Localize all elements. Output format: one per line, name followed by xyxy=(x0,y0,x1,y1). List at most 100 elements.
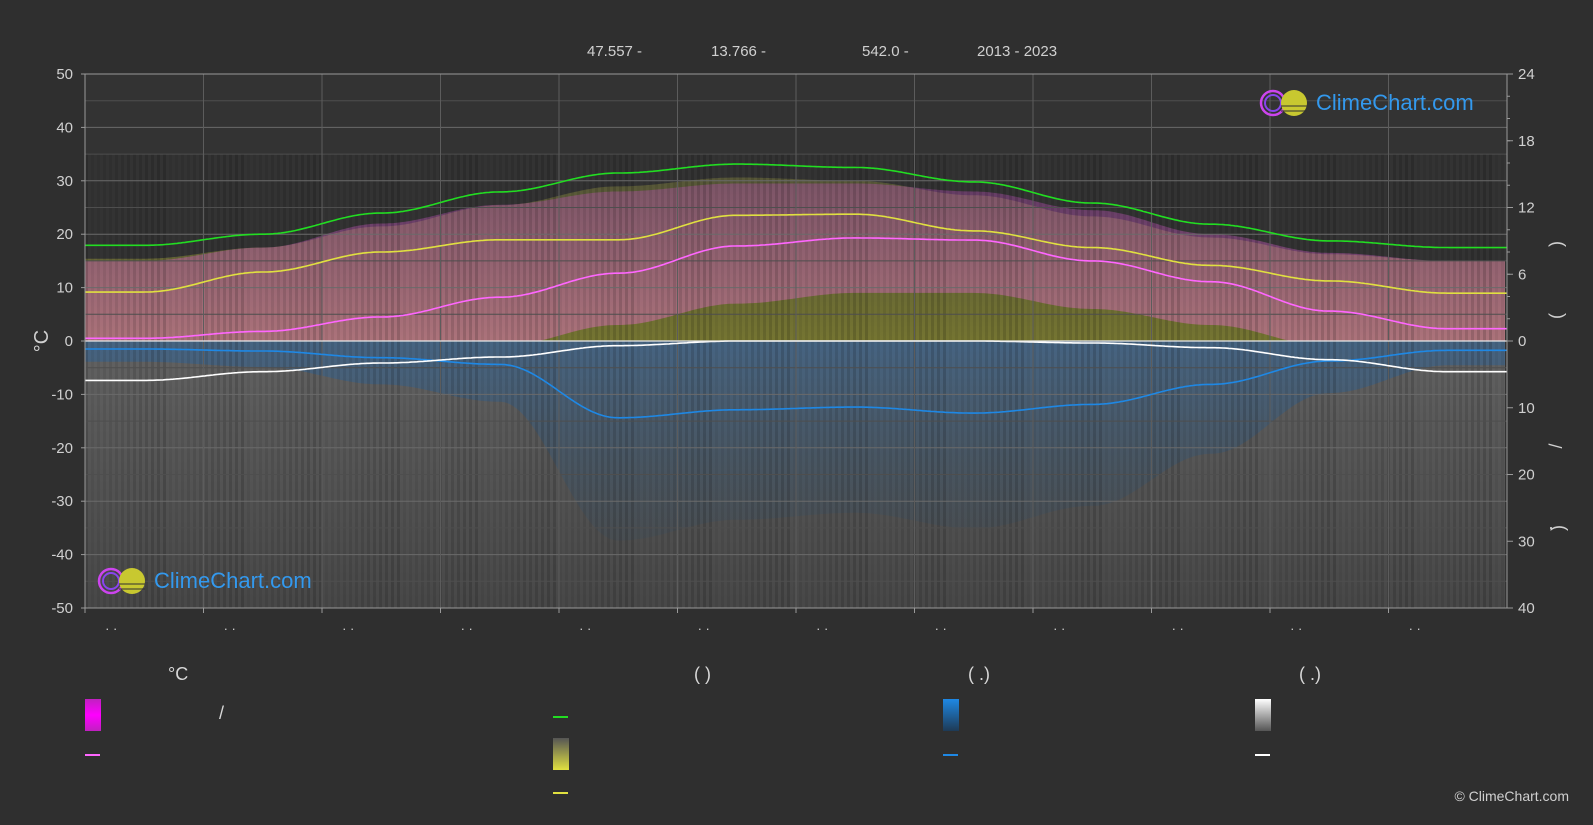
y-tick-label-left: 30 xyxy=(56,173,73,190)
y-tick-label-right-bottom: 10 xyxy=(1518,400,1535,417)
texture-streak xyxy=(1093,154,1096,608)
texture-streak xyxy=(1003,154,1006,608)
y-tick-label-left: 10 xyxy=(56,280,73,297)
x-tick-label: · · xyxy=(935,621,947,636)
texture-streak xyxy=(991,154,994,608)
texture-streak xyxy=(1195,154,1198,608)
texture-streak xyxy=(415,154,418,608)
texture-streak xyxy=(175,154,178,608)
texture-streak xyxy=(1339,154,1342,608)
x-tick-label: · · xyxy=(461,621,473,636)
x-tick-label: · · xyxy=(1053,621,1065,636)
texture-streak xyxy=(871,154,874,608)
texture-streak xyxy=(523,154,526,608)
y-tick-label-right-top: 6 xyxy=(1518,266,1526,283)
texture-streak xyxy=(1417,154,1420,608)
texture-streak xyxy=(985,154,988,608)
legend-heading-snow: ( .) xyxy=(1299,664,1321,684)
texture-streak xyxy=(553,154,556,608)
texture-streak xyxy=(1081,154,1084,608)
texture-streak xyxy=(1441,154,1444,608)
logo-text: ClimeChart.com xyxy=(1316,90,1474,115)
texture-streak xyxy=(181,154,184,608)
texture-streak xyxy=(403,154,406,608)
texture-streak xyxy=(1453,154,1456,608)
texture-streak xyxy=(247,154,250,608)
y-axis-label-right-glyph: ) xyxy=(1548,525,1568,531)
texture-streak xyxy=(1303,154,1306,608)
texture-streak xyxy=(493,154,496,608)
texture-streak xyxy=(865,154,868,608)
texture-streak xyxy=(1315,154,1318,608)
texture-streak xyxy=(1231,154,1234,608)
texture-streak xyxy=(1153,154,1156,608)
x-tick-label: · · xyxy=(1172,621,1184,636)
y-tick-label-left: -10 xyxy=(51,386,73,403)
logo-top[interactable]: ClimeChart.com xyxy=(1258,88,1474,118)
texture-streak xyxy=(1357,154,1360,608)
texture-streak xyxy=(787,154,790,608)
x-tick-label: · · xyxy=(1290,621,1302,636)
texture-streak xyxy=(757,154,760,608)
texture-streak xyxy=(265,154,268,608)
texture-streak xyxy=(1399,154,1402,608)
texture-streak xyxy=(331,154,334,608)
texture-streak xyxy=(937,154,940,608)
texture-streak xyxy=(1183,154,1186,608)
x-tick-label: · · xyxy=(579,621,591,636)
texture-streak xyxy=(1471,154,1474,608)
texture-streak xyxy=(229,154,232,608)
texture-streak xyxy=(877,154,880,608)
texture-streak xyxy=(463,154,466,608)
texture-streak xyxy=(277,154,280,608)
texture-streak xyxy=(853,154,856,608)
texture-streak xyxy=(289,154,292,608)
texture-streak xyxy=(1057,154,1060,608)
texture-streak xyxy=(271,154,274,608)
texture-streak xyxy=(649,154,652,608)
legend-swatch-sunshine-range xyxy=(553,738,569,770)
texture-streak xyxy=(1327,154,1330,608)
texture-streak xyxy=(157,154,160,608)
texture-streak xyxy=(1255,154,1258,608)
texture-streak xyxy=(1435,154,1438,608)
header-period: 2013 - 2023 xyxy=(977,43,1058,60)
texture-streak xyxy=(1465,154,1468,608)
y-tick-label-left: -50 xyxy=(51,600,73,617)
texture-streak xyxy=(259,154,262,608)
texture-streak xyxy=(697,154,700,608)
y-tick-label-right-top: 0 xyxy=(1518,333,1526,350)
texture-streak xyxy=(1171,154,1174,608)
texture-streak xyxy=(889,154,892,608)
texture-streak xyxy=(805,154,808,608)
texture-streak xyxy=(829,154,832,608)
texture-streak xyxy=(643,154,646,608)
texture-streak xyxy=(433,154,436,608)
texture-streak xyxy=(1159,154,1162,608)
texture-streak xyxy=(637,154,640,608)
texture-streak xyxy=(949,154,952,608)
legend-swatch-snow-range xyxy=(1255,699,1271,731)
texture-streak xyxy=(1123,154,1126,608)
texture-streak xyxy=(319,154,322,608)
texture-streak xyxy=(673,154,676,608)
logo-bottom[interactable]: ClimeChart.com xyxy=(96,566,312,596)
texture-streak xyxy=(475,154,478,608)
texture-streak xyxy=(1393,154,1396,608)
texture-streak xyxy=(385,154,388,608)
texture-streak xyxy=(685,154,688,608)
texture-streak xyxy=(1045,154,1048,608)
texture-streak xyxy=(1015,154,1018,608)
texture-streak xyxy=(1501,154,1504,608)
texture-streak xyxy=(223,154,226,608)
texture-streak xyxy=(1105,154,1108,608)
texture-streak xyxy=(1027,154,1030,608)
texture-streak xyxy=(577,154,580,608)
y-tick-label-right-bottom: 40 xyxy=(1518,600,1535,617)
texture-streak xyxy=(907,154,910,608)
texture-streak xyxy=(361,154,364,608)
texture-streak xyxy=(1291,154,1294,608)
y-tick-label-right-top: 12 xyxy=(1518,200,1535,217)
texture-streak xyxy=(487,154,490,608)
texture-streak xyxy=(367,154,370,608)
